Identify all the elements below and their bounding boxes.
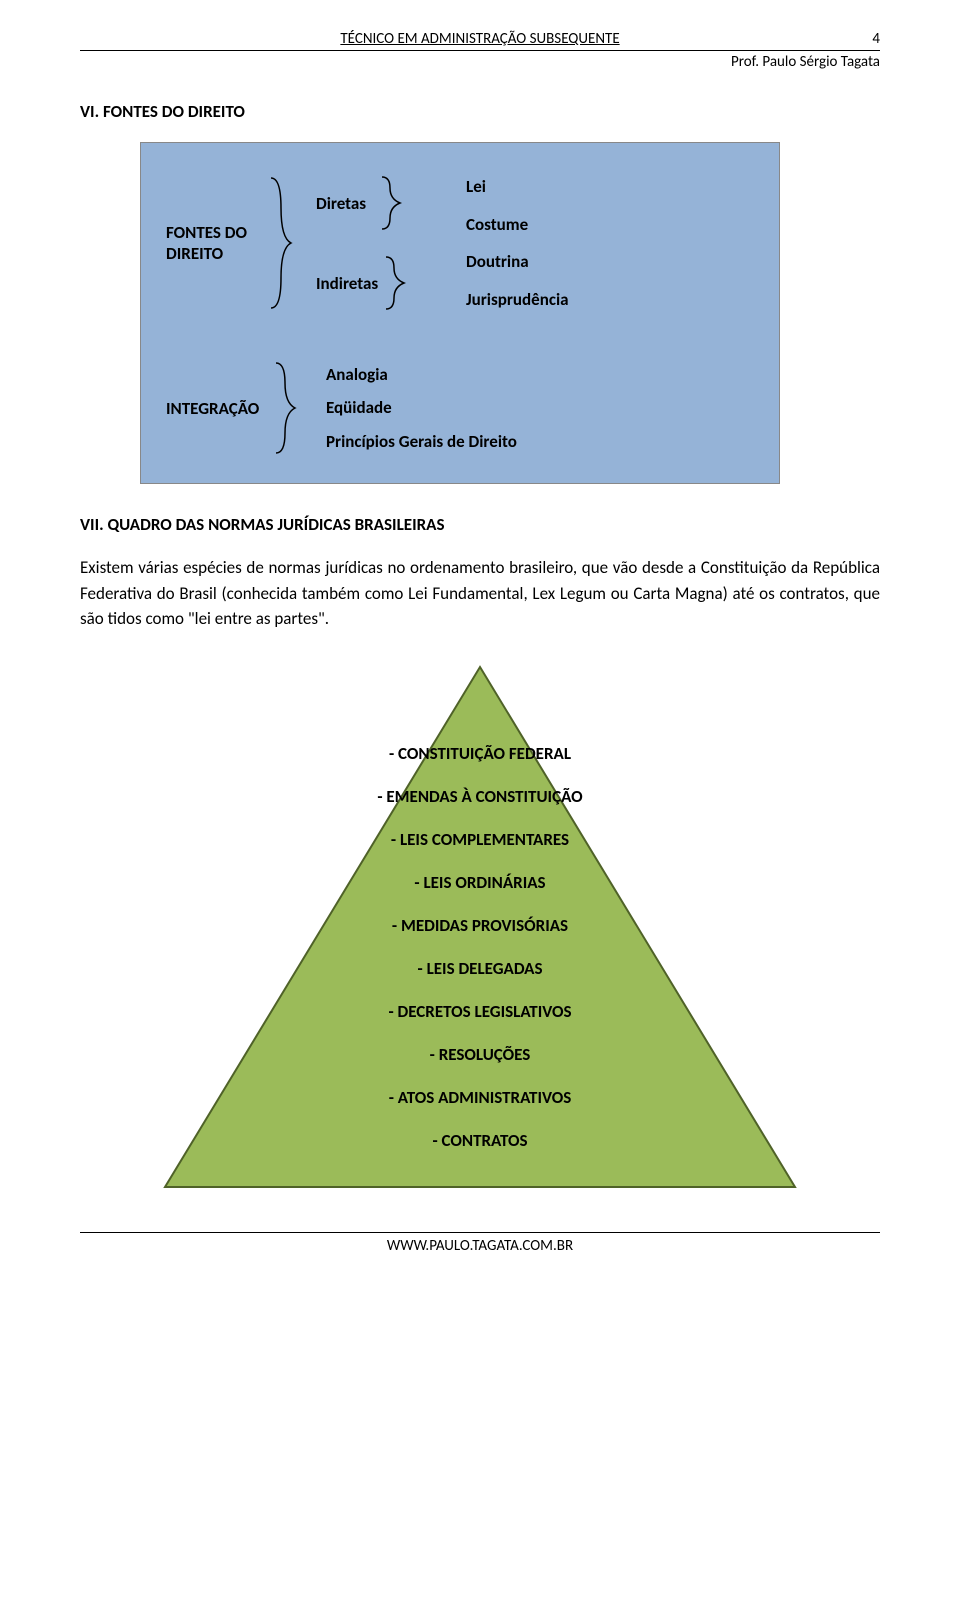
integracao-items: Analogia Eqüidade Princípios Gerais de D…	[326, 358, 517, 458]
item-analogia: Analogia	[326, 364, 517, 385]
fontes-mid-col: Diretas Indiretas	[316, 173, 466, 313]
pyramid-item-4: - MEDIDAS PROVISÓRIAS	[392, 915, 568, 936]
fontes-row: FONTES DO DIREITO Diretas Indiretas	[166, 168, 754, 318]
pyramid-item-9: - CONTRATOS	[432, 1130, 527, 1151]
section-vi-title: VI. FONTES DO DIREITO	[80, 101, 880, 122]
page-header: TÉCNICO EM ADMINISTRAÇÃO SUBSEQUENTE 4	[80, 30, 880, 51]
pyramid-item-5: - LEIS DELEGADAS	[418, 958, 543, 979]
page-number: 4	[680, 30, 880, 48]
pyramid-labels: - CONSTITUIÇÃO FEDERAL - EMENDAS À CONST…	[160, 662, 800, 1192]
item-equidade: Eqüidade	[326, 397, 517, 418]
brace-icon	[266, 173, 296, 313]
pyramid-item-3: - LEIS ORDINÁRIAS	[414, 872, 545, 893]
pyramid-item-6: - DECRETOS LEGISLATIVOS	[389, 1001, 572, 1022]
pyramid-diagram: - CONSTITUIÇÃO FEDERAL - EMENDAS À CONST…	[160, 662, 800, 1192]
brace-icon	[271, 358, 301, 458]
header-prof: Prof. Paulo Sérgio Tagata	[80, 53, 880, 71]
header-title: TÉCNICO EM ADMINISTRAÇÃO SUBSEQUENTE	[280, 30, 680, 48]
page-footer: WWW.PAULO.TAGATA.COM.BR	[80, 1232, 880, 1255]
fontes-items-col: Lei Costume Doutrina Jurisprudência	[466, 168, 569, 318]
fontes-root-label: FONTES DO DIREITO	[166, 222, 266, 264]
item-doutrina: Doutrina	[466, 247, 569, 277]
indiretas-branch: Indiretas	[316, 253, 466, 313]
fontes-root: FONTES DO DIREITO	[166, 173, 316, 313]
integracao-root: INTEGRAÇÃO	[166, 358, 326, 458]
diretas-branch: Diretas	[316, 173, 466, 233]
brace-icon	[378, 173, 406, 233]
brace-icon	[382, 253, 410, 313]
pyramid-item-1: - EMENDAS À CONSTITUIÇÃO	[377, 786, 582, 807]
item-lei: Lei	[466, 172, 569, 202]
diretas-label: Diretas	[316, 193, 366, 214]
pyramid-item-7: - RESOLUÇÕES	[430, 1044, 531, 1065]
item-jurisprudencia: Jurisprudência	[466, 284, 569, 314]
section-vii-title: VII. QUADRO DAS NORMAS JURÍDICAS BRASILE…	[80, 514, 880, 535]
pyramid-item-0: - CONSTITUIÇÃO FEDERAL	[389, 743, 571, 764]
fontes-diagram-box: FONTES DO DIREITO Diretas Indiretas	[140, 142, 780, 484]
pyramid-item-2: - LEIS COMPLEMENTARES	[391, 829, 569, 850]
indiretas-label: Indiretas	[316, 273, 378, 294]
section-vii-paragraph: Existem várias espécies de normas jurídi…	[80, 555, 880, 632]
footer-text: WWW.PAULO.TAGATA.COM.BR	[387, 1237, 573, 1255]
item-principios: Princípios Gerais de Direito	[326, 431, 517, 452]
integracao-label: INTEGRAÇÃO	[166, 398, 259, 419]
integracao-row: INTEGRAÇÃO Analogia Eqüidade Princípios …	[166, 358, 754, 458]
pyramid-item-8: - ATOS ADMINISTRATIVOS	[389, 1087, 572, 1108]
item-costume: Costume	[466, 209, 569, 239]
